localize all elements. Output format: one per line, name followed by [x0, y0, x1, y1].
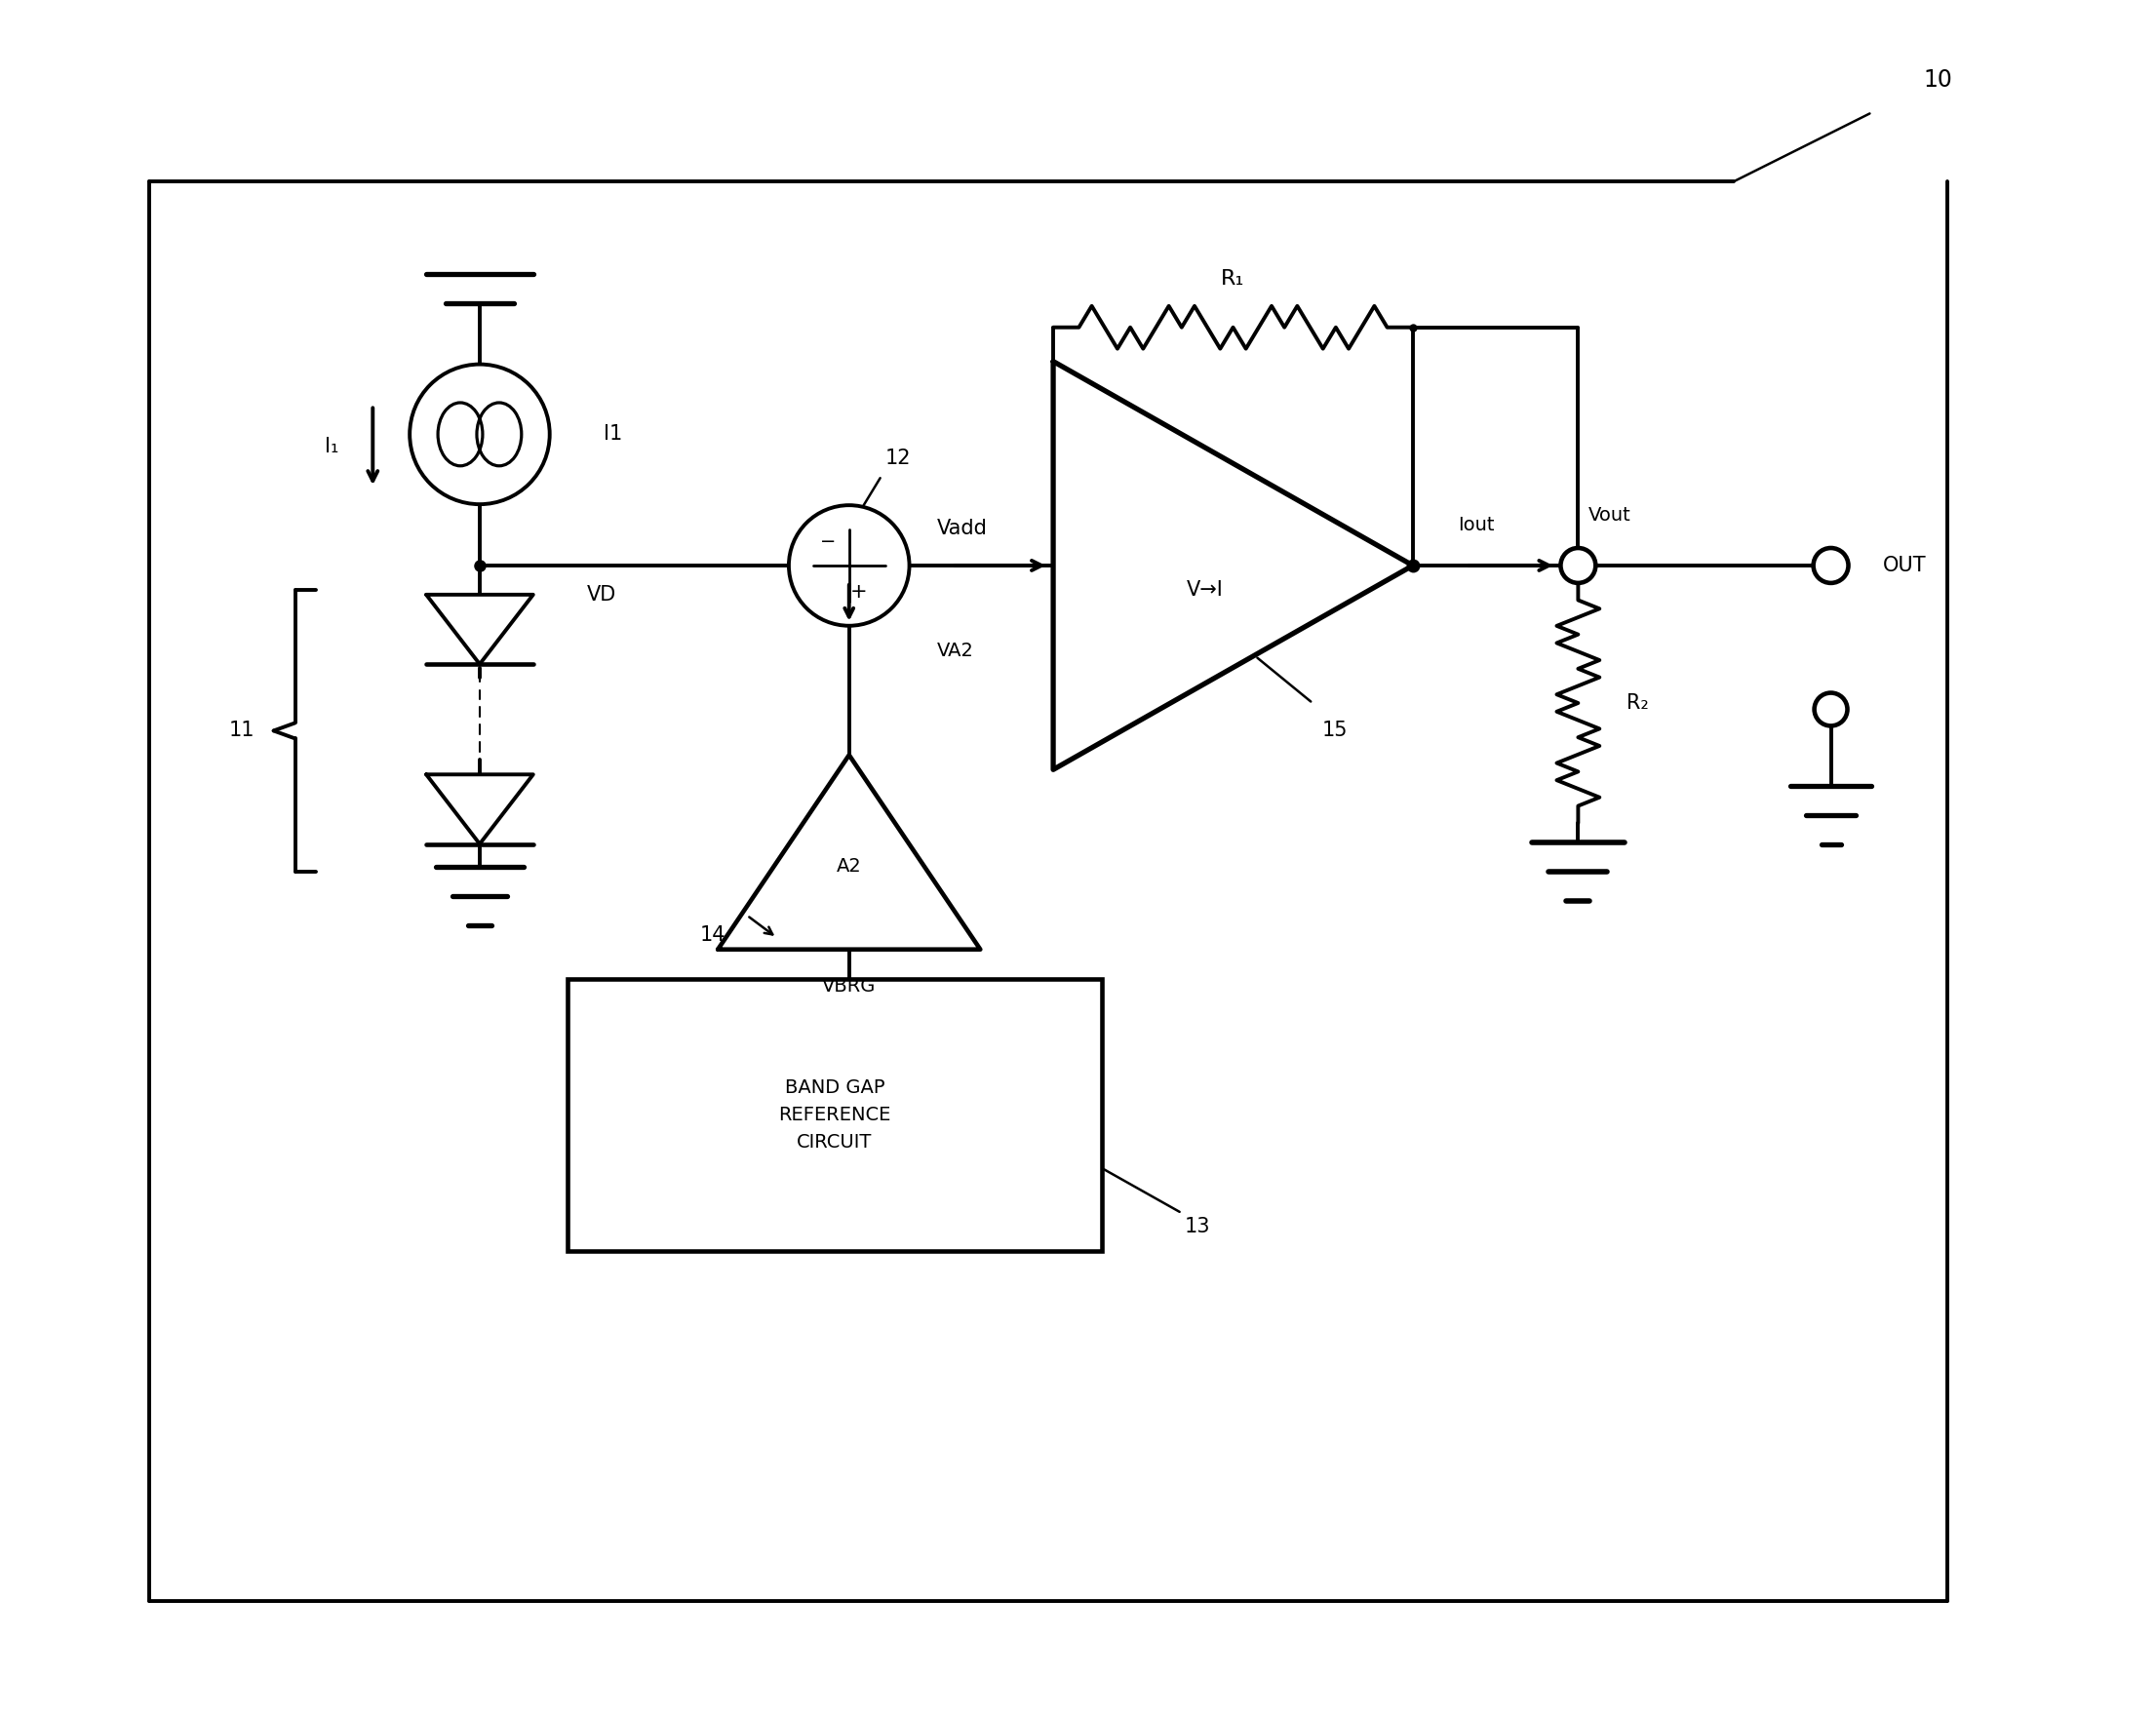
Text: 15: 15	[1322, 721, 1348, 741]
Text: VA2: VA2	[936, 642, 975, 660]
Text: Vadd: Vadd	[936, 519, 987, 538]
Text: +: +	[849, 581, 867, 602]
Text: 13: 13	[1184, 1216, 1210, 1237]
Text: R₂: R₂	[1628, 693, 1649, 712]
Circle shape	[1815, 693, 1848, 726]
Text: 11: 11	[229, 721, 254, 741]
Text: A2: A2	[837, 858, 862, 875]
Polygon shape	[1054, 361, 1412, 769]
Text: Vout: Vout	[1587, 506, 1630, 525]
Text: VBRG: VBRG	[821, 977, 875, 996]
Text: 12: 12	[884, 449, 910, 468]
Text: I₁: I₁	[326, 437, 338, 456]
Text: I1: I1	[604, 425, 621, 444]
Text: 14: 14	[701, 925, 727, 944]
Text: OUT: OUT	[1882, 556, 1925, 574]
Text: Iout: Iout	[1457, 516, 1494, 533]
FancyBboxPatch shape	[567, 979, 1102, 1250]
Circle shape	[789, 506, 910, 626]
Text: V→I: V→I	[1188, 580, 1225, 600]
Text: BAND GAP
REFERENCE
CIRCUIT: BAND GAP REFERENCE CIRCUIT	[778, 1078, 890, 1151]
Circle shape	[1561, 549, 1595, 583]
Polygon shape	[718, 755, 981, 949]
Text: 10: 10	[1923, 67, 1953, 91]
Circle shape	[410, 365, 550, 504]
Circle shape	[1813, 549, 1848, 583]
Text: −: −	[819, 531, 837, 550]
Text: VD: VD	[586, 585, 617, 604]
Polygon shape	[427, 595, 533, 664]
Polygon shape	[427, 774, 533, 845]
Text: R₁: R₁	[1220, 268, 1244, 289]
